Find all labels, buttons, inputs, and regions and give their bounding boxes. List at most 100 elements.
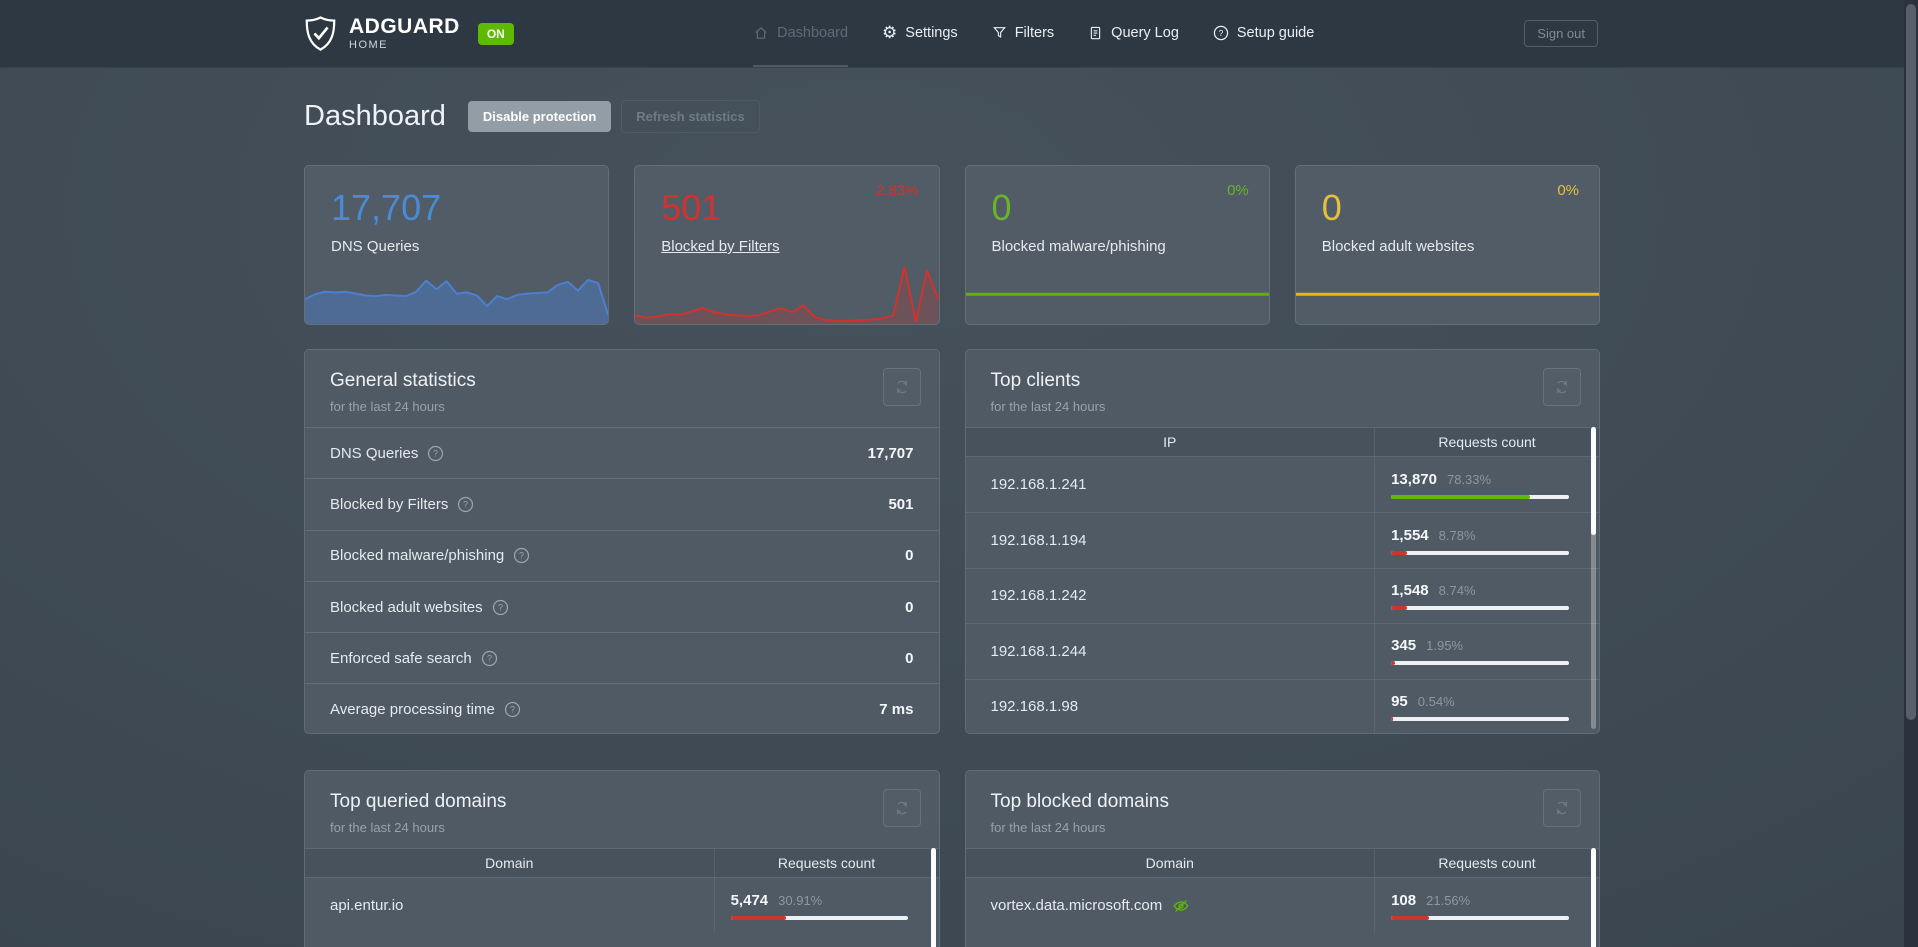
progress-bar xyxy=(1391,716,1569,721)
question-icon[interactable]: ? xyxy=(481,650,498,667)
summary-card-blocked-adult-websites: 0% 0 Blocked adult websites xyxy=(1294,165,1600,325)
name-cell: api.entur.io xyxy=(305,878,714,933)
request-percent: 8.74% xyxy=(1438,582,1476,598)
card-sparkline-chart xyxy=(966,262,1269,324)
question-icon[interactable]: ? xyxy=(457,496,474,513)
name-link[interactable]: 192.168.1.98 xyxy=(990,698,1079,716)
panel-scrollbar[interactable] xyxy=(1591,427,1596,729)
panel-scrollbar-thumb[interactable] xyxy=(930,848,936,947)
question-icon[interactable]: ? xyxy=(513,547,530,564)
name-link[interactable]: vortex.data.microsoft.com xyxy=(990,897,1163,914)
top-clients-panel: Top clients for the last 24 hours IP Req… xyxy=(964,349,1600,734)
page-scrollbar[interactable] xyxy=(1904,0,1918,947)
top-queried-domains-rows: api.entur.io 5,474 30.91% xyxy=(305,878,939,933)
general-statistics-panel: General statistics for the last 24 hours… xyxy=(304,349,940,734)
panel-title: General statistics xyxy=(330,370,476,391)
requests-cell: 108 21.56% xyxy=(1374,878,1599,933)
summary-card-blocked-malware-phishing: 0% 0 Blocked malware/phishing xyxy=(964,165,1270,325)
refresh-panel-button[interactable] xyxy=(1543,368,1581,406)
panel-header: Top clients for the last 24 hours xyxy=(966,350,1600,427)
panel-scrollbar-thumb[interactable] xyxy=(1591,427,1596,535)
requests-cell: 345 1.95% xyxy=(1374,624,1599,679)
page-scrollbar-thumb[interactable] xyxy=(1906,4,1916,720)
nav-item-setup-guide[interactable]: ? Setup guide xyxy=(1213,0,1314,67)
column-header-ip: IP xyxy=(1163,434,1177,450)
protection-status-badge: ON xyxy=(477,22,514,45)
panel-header: Top blocked domains for the last 24 hour… xyxy=(966,771,1600,848)
document-icon xyxy=(1088,25,1103,41)
column-header-requests: Requests count xyxy=(713,849,939,877)
name-cell: vortex.data.microsoft.com xyxy=(966,878,1375,933)
brand-text: ADGUARD HOME xyxy=(349,16,460,51)
column-header-domain: Domain xyxy=(485,855,534,871)
disable-protection-button[interactable]: Disable protection xyxy=(467,101,612,132)
domains-row: Top queried domains for the last 24 hour… xyxy=(304,770,1600,947)
refresh-panel-button[interactable] xyxy=(882,789,921,827)
brand-logo[interactable]: ADGUARD HOME ON xyxy=(304,0,514,67)
svg-text:?: ? xyxy=(519,551,524,561)
name-link[interactable]: 192.168.1.244 xyxy=(990,642,1087,660)
nav-item-dashboard[interactable]: Dashboard xyxy=(753,0,849,67)
name-link[interactable]: 192.168.1.194 xyxy=(990,532,1087,550)
panel-scrollbar-thumb[interactable] xyxy=(1591,848,1596,947)
card-label[interactable]: Blocked by Filters xyxy=(661,238,780,255)
stat-row: Blocked malware/phishing? 0 xyxy=(305,529,939,581)
request-percent: 1.95% xyxy=(1426,638,1463,654)
panel-scrollbar[interactable] xyxy=(930,848,936,947)
name-cell: 192.168.1.242 xyxy=(966,569,1375,623)
card-value: 0 xyxy=(991,187,1012,228)
nav-item-settings[interactable]: ⚙ Settings xyxy=(882,0,958,67)
nav-item-label: Query Log xyxy=(1111,24,1179,41)
svg-text:?: ? xyxy=(498,602,503,612)
requests-cell: 5,474 30.91% xyxy=(713,878,939,933)
top-blocked-domains-rows: vortex.data.microsoft.com 108 21.56% xyxy=(966,878,1600,933)
page-title: Dashboard xyxy=(304,100,446,132)
top-clients-rows: 192.168.1.241 13,870 78.33% 192.168.1.194 1,… xyxy=(965,457,1599,733)
card-label: Blocked adult websites xyxy=(1321,238,1475,255)
table-row: 192.168.1.244 345 1.95% xyxy=(965,623,1599,679)
refresh-panel-button[interactable] xyxy=(882,368,921,406)
request-percent: 0.54% xyxy=(1417,693,1455,709)
panel-scrollbar[interactable] xyxy=(1591,848,1596,947)
stat-row: Blocked by Filters? 501 xyxy=(305,478,939,529)
requests-cell: 13,870 78.33% xyxy=(1374,457,1599,513)
top-queried-domains-panel: Top queried domains for the last 24 hour… xyxy=(304,770,940,947)
name-link[interactable]: 192.168.1.241 xyxy=(990,476,1087,494)
sign-out-button[interactable]: Sign out xyxy=(1524,20,1598,47)
name-link[interactable]: api.entur.io xyxy=(330,897,404,914)
panel-subtitle: for the last 24 hours xyxy=(330,820,445,835)
nav-item-query-log[interactable]: Query Log xyxy=(1088,0,1179,67)
request-count: 108 xyxy=(1391,891,1417,909)
nav-item-label: Setup guide xyxy=(1236,24,1315,41)
request-count: 13,870 xyxy=(1391,470,1437,488)
table-row: 192.168.1.98 95 0.54% xyxy=(965,678,1599,733)
request-count: 1,554 xyxy=(1391,526,1429,544)
request-count: 5,474 xyxy=(730,891,769,909)
refresh-statistics-button[interactable]: Refresh statistics xyxy=(621,100,760,133)
request-percent: 78.33% xyxy=(1446,471,1492,487)
panel-header: Top queried domains for the last 24 hour… xyxy=(305,771,939,848)
question-icon[interactable]: ? xyxy=(427,445,444,462)
stat-value: 0 xyxy=(905,547,914,565)
stat-value: 501 xyxy=(888,495,914,513)
svg-text:?: ? xyxy=(463,499,468,509)
request-percent: 30.91% xyxy=(778,892,823,908)
name-link[interactable]: 192.168.1.242 xyxy=(990,587,1087,605)
question-icon[interactable]: ? xyxy=(492,599,509,616)
card-value: 0 xyxy=(1321,187,1342,228)
progress-bar xyxy=(1391,915,1569,920)
card-percent: 2.83% xyxy=(875,182,919,199)
brand-subtitle: HOME xyxy=(349,39,388,51)
refresh-panel-button[interactable] xyxy=(1543,789,1581,827)
nav-item-label: Settings xyxy=(905,24,958,41)
progress-bar xyxy=(1391,550,1569,555)
question-icon[interactable]: ? xyxy=(504,701,521,718)
nav-item-filters[interactable]: Filters xyxy=(992,0,1054,67)
summary-card-dns-queries: 17,707 DNS Queries xyxy=(304,165,610,325)
svg-text:?: ? xyxy=(487,653,492,663)
stat-row: Average processing time? 7 ms xyxy=(305,683,939,733)
card-value: 17,707 xyxy=(331,187,442,228)
svg-text:?: ? xyxy=(1219,28,1224,38)
name-cell: 192.168.1.241 xyxy=(966,457,1375,512)
nav-item-label: Filters xyxy=(1014,24,1055,41)
